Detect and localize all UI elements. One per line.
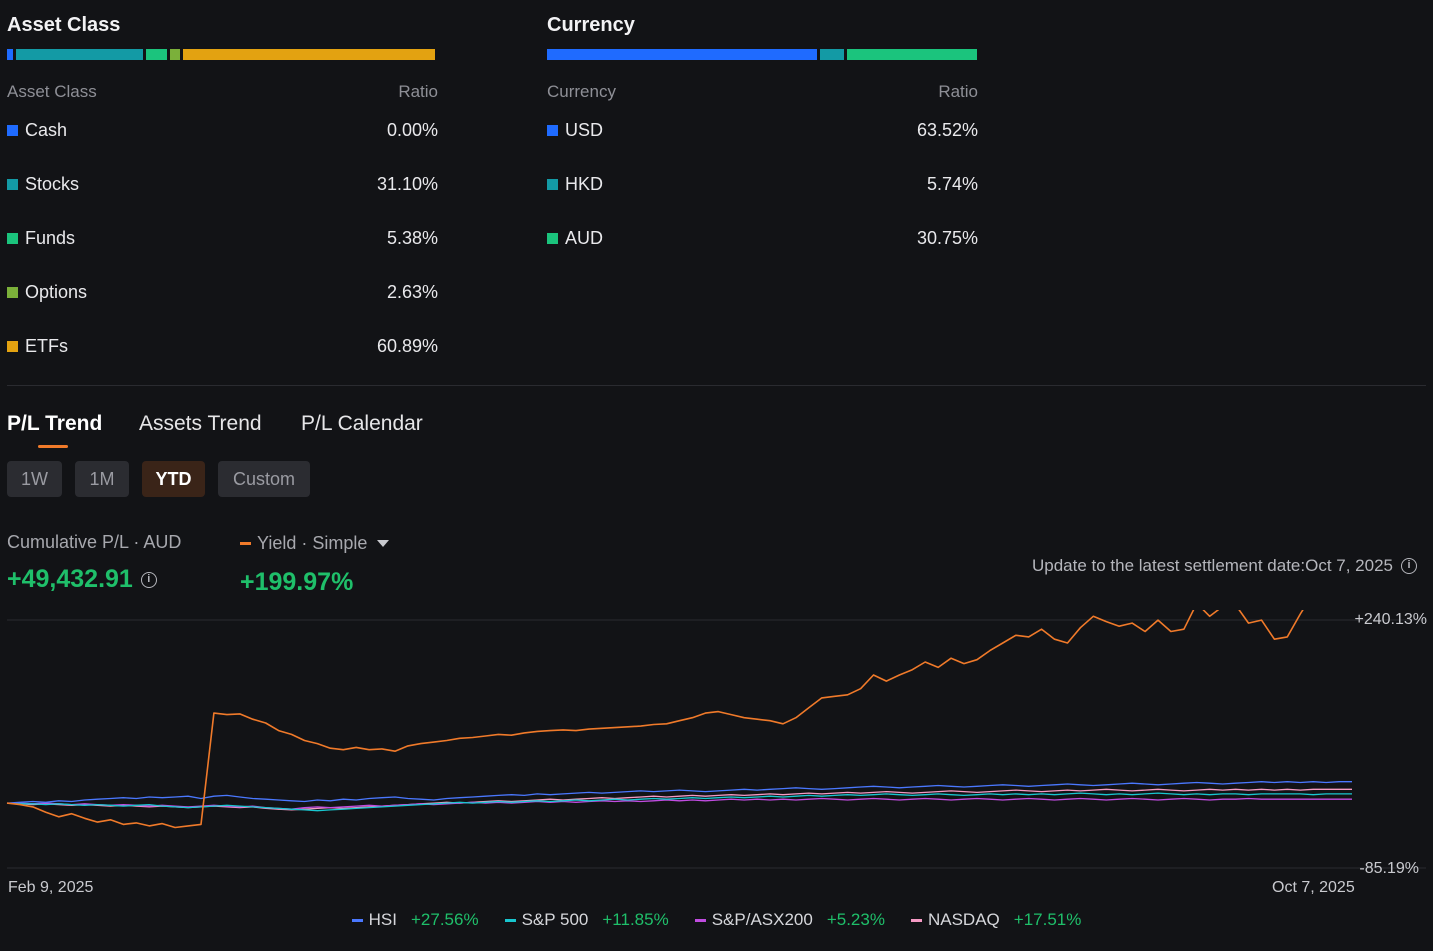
info-icon[interactable]: i <box>140 571 157 588</box>
asset-row-options: Options <box>7 282 87 303</box>
caret-down-icon <box>377 540 390 547</box>
asset-row-etfs: ETFs <box>7 336 68 357</box>
asset-bar-cash <box>7 49 13 60</box>
asset-ratio-cash: 0.00% <box>386 120 438 140</box>
legend-sp500[interactable]: S&P 500 +11.85% <box>504 910 669 930</box>
asset-class-col-header: Asset Class <box>7 82 97 101</box>
asset-label: ETFs <box>25 336 68 356</box>
cumulative-pl-value: +49,432.91 <box>7 565 133 593</box>
x-axis-start-label: Feb 9, 2025 <box>8 879 94 896</box>
currency-bar-usd <box>547 49 817 60</box>
currency-row-aud: AUD <box>547 228 603 249</box>
range-ytd-button[interactable]: YTD <box>142 461 205 497</box>
active-tab-indicator <box>38 445 68 448</box>
hkd-swatch <box>547 179 558 190</box>
asset-label: Funds <box>25 228 76 248</box>
legend-pct: +17.51% <box>1013 910 1082 929</box>
info-icon[interactable]: i <box>1401 558 1417 574</box>
nasdaq-dash <box>910 918 922 922</box>
pl-trend-chart <box>6 610 1426 869</box>
currency-ratio-aud: 30.75% <box>916 228 978 248</box>
tab-pl-calendar[interactable]: P/L Calendar <box>301 412 423 435</box>
legend-pct: +11.85% <box>602 910 669 929</box>
asset-ratio-stocks: 31.10% <box>376 174 438 194</box>
currency-ratio-hkd: 5.74% <box>926 174 978 194</box>
range-1w-button[interactable]: 1W <box>7 461 62 497</box>
asset-ratio-funds: 5.38% <box>386 228 438 248</box>
legend-pct: +5.23% <box>826 910 885 929</box>
asset-row-stocks: Stocks <box>7 174 79 195</box>
hsi-dash <box>351 918 363 922</box>
asset-bar-etfs <box>183 49 435 60</box>
legend-nasdaq[interactable]: NASDAQ +17.51% <box>910 910 1082 930</box>
aud-swatch <box>547 233 558 244</box>
cumulative-pl-value-row: +49,432.91 i <box>7 565 157 594</box>
currency-label: AUD <box>565 228 604 248</box>
legend-pct: +27.56% <box>410 910 479 929</box>
yield-selector[interactable]: Yield · Simple <box>240 533 390 554</box>
asset-class-title: Asset Class <box>7 14 121 36</box>
range-1m-button[interactable]: 1M <box>75 461 129 497</box>
etfs-swatch <box>7 341 18 352</box>
asset-bar-funds <box>146 49 167 60</box>
stocks-swatch <box>7 179 18 190</box>
currency-label: USD <box>565 120 604 140</box>
y-axis-top-label: +240.13% <box>1354 611 1427 628</box>
tab-pl-trend[interactable]: P/L Trend <box>7 412 103 435</box>
tab-assets-trend[interactable]: Assets Trend <box>139 412 262 435</box>
series-line-portfolio <box>6 610 1304 829</box>
asset-bar-options <box>170 49 180 60</box>
currency-bar-hkd <box>820 49 844 60</box>
asx200-dash <box>694 918 706 922</box>
asset-label: Stocks <box>25 174 80 194</box>
settlement-update-text: Update to the latest settlement date:Oct… <box>1031 556 1393 575</box>
currency-bar-aud <box>847 49 977 60</box>
yield-legend-dash <box>240 542 251 545</box>
currency-ratio-col-header: Ratio <box>938 82 978 101</box>
asset-label: Options <box>25 282 88 302</box>
currency-ratio-usd: 63.52% <box>916 120 978 140</box>
legend-name: HSI <box>368 910 397 929</box>
currency-row-hkd: HKD <box>547 174 603 195</box>
sp500-dash <box>504 918 516 922</box>
asset-class-bar <box>7 49 435 60</box>
asset-ratio-options: 2.63% <box>386 282 438 302</box>
currency-title: Currency <box>547 14 635 36</box>
y-axis-bottom-label: -85.19% <box>1359 860 1419 877</box>
currency-bar <box>547 49 977 60</box>
cash-swatch <box>7 125 18 136</box>
settlement-update-note: Update to the latest settlement date:Oct… <box>1032 556 1417 576</box>
asset-label: Cash <box>25 120 68 140</box>
legend-asx200[interactable]: S&P/ASX200 +5.23% <box>694 910 885 930</box>
asset-row-cash: Cash <box>7 120 67 141</box>
cumulative-pl-label: Cumulative P/L · AUD <box>7 532 182 552</box>
currency-label: HKD <box>565 174 604 194</box>
series-line-s-p-asx200 <box>7 797 1352 810</box>
yield-value: +199.97% <box>240 568 354 596</box>
asset-ratio-etfs: 60.89% <box>376 336 438 356</box>
yield-label: Yield · Simple <box>257 533 368 553</box>
options-swatch <box>7 287 18 298</box>
series-line-s-p-500 <box>6 792 1352 812</box>
asset-ratio-col-header: Ratio <box>398 82 438 101</box>
range-custom-button[interactable]: Custom <box>218 461 310 497</box>
legend-name: S&P/ASX200 <box>711 910 813 929</box>
section-divider <box>7 385 1426 386</box>
currency-row-usd: USD <box>547 120 603 141</box>
legend-hsi[interactable]: HSI +27.56% <box>351 910 479 930</box>
asset-row-funds: Funds <box>7 228 75 249</box>
series-line-hsi <box>6 781 1352 804</box>
usd-swatch <box>547 125 558 136</box>
funds-swatch <box>7 233 18 244</box>
legend-name: S&P 500 <box>521 910 589 929</box>
x-axis-end-label: Oct 7, 2025 <box>1272 879 1355 896</box>
chart-legend: HSI +27.56% S&P 500 +11.85% S&P/ASX200 +5.2… <box>0 910 1433 930</box>
asset-bar-stocks <box>16 49 143 60</box>
series-line-nasdaq <box>6 788 1352 811</box>
currency-col-header: Currency <box>547 82 616 101</box>
legend-name: NASDAQ <box>927 910 1000 929</box>
